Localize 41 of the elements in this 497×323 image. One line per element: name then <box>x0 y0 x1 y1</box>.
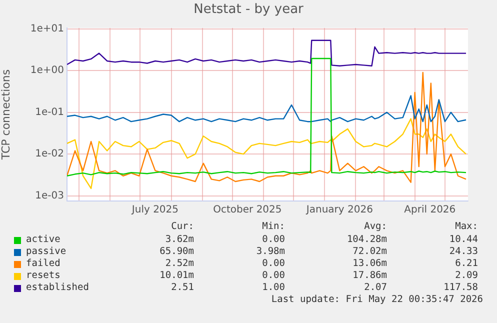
legend-label: resets <box>26 270 60 281</box>
text: 17.86m <box>352 270 387 281</box>
text: 10.01m <box>160 270 194 281</box>
text: 2.52m <box>165 258 194 269</box>
text: 2.51 <box>171 282 194 293</box>
text: Cur: <box>171 221 194 232</box>
text: 65.90m <box>160 246 194 257</box>
text: 3.98m <box>256 246 285 257</box>
y-tick-label: 1e-03 <box>35 190 64 202</box>
y-tick-label: 1e-01 <box>35 106 64 118</box>
text: 0.00 <box>262 258 285 269</box>
y-tick-label: 1e+01 <box>30 23 64 34</box>
text: 3.62m <box>165 234 194 245</box>
legend-label: established <box>26 282 89 293</box>
y-tick-label: 1e+00 <box>30 65 64 76</box>
text: Min: <box>262 221 285 232</box>
text: 117.58 <box>444 282 478 293</box>
text: 24.33 <box>449 246 478 257</box>
y-tick-label: 1e-02 <box>35 148 64 160</box>
text: 2.07 <box>364 282 387 293</box>
y-axis-title: TCP connections <box>0 69 12 161</box>
legend-label: passive <box>26 246 66 257</box>
text: 6.21 <box>455 258 478 269</box>
text: 0.00 <box>262 270 285 281</box>
x-tick-label: October 2025 <box>213 204 282 216</box>
text: Last update: Fri May 22 00:35:47 2026 <box>271 294 483 305</box>
text: 0.00 <box>262 234 285 245</box>
legend-label: active <box>26 234 60 245</box>
text: 2.09 <box>455 270 478 281</box>
text: 104.28m <box>346 234 387 245</box>
chart-title: Netstat - by year <box>192 2 304 17</box>
text: 10.44 <box>449 234 478 245</box>
x-tick-label: January 2026 <box>305 204 373 216</box>
text: Avg: <box>364 221 387 232</box>
x-tick-label: July 2025 <box>130 204 179 216</box>
text: Max: <box>455 221 478 232</box>
text: 1.00 <box>262 282 285 293</box>
text: 13.06m <box>352 258 387 269</box>
legend-label: failed <box>26 258 60 269</box>
x-tick-label: April 2026 <box>404 204 456 216</box>
text: 72.02m <box>352 246 387 257</box>
